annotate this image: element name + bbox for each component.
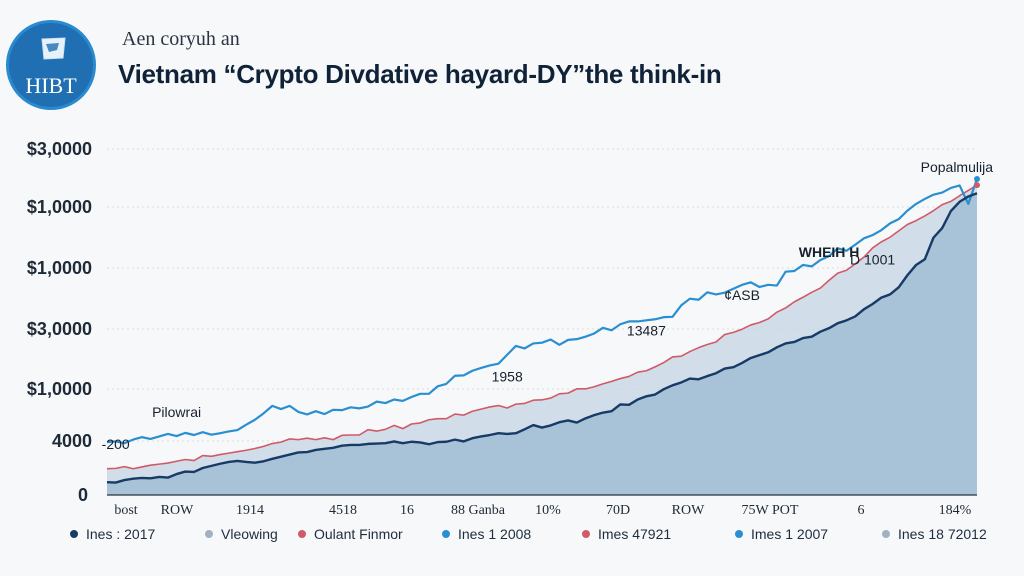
data-annotation: -200 (102, 436, 130, 452)
legend-label: Ines 18 72012 (898, 526, 987, 542)
legend-label: Imes 1 2007 (751, 526, 829, 542)
legend-swatch (205, 530, 213, 538)
legend-label: Imes 47921 (598, 526, 672, 542)
x-tick-label: ROW (672, 503, 705, 518)
legend-label: Ines 1 2008 (458, 526, 532, 542)
x-tick-label: 75W POT (742, 503, 799, 518)
legend-label: Ines : 2017 (86, 526, 156, 542)
area-fill-lower (107, 193, 977, 495)
legend-label: Vleowing (221, 526, 278, 542)
x-tick-label: bost (114, 503, 137, 518)
data-annotation: D 1001 (850, 251, 895, 267)
data-annotation: Popalmulija (921, 159, 994, 175)
legend-swatch (735, 530, 743, 538)
data-annotation: WHEIH H (799, 244, 860, 260)
data-annotation: ¢ASB (724, 287, 760, 303)
x-tick-label: 88 Ganba (451, 503, 506, 518)
x-tick-label: 184% (939, 503, 972, 518)
legend-swatch (582, 530, 590, 538)
y-tick-label: $1,0000 (27, 258, 92, 278)
legend-item: Oulant Finmor (298, 526, 403, 542)
x-tick-label: 4518 (329, 503, 357, 518)
x-tick-label: 1914 (236, 503, 264, 518)
legend-item: Ines 1 2008 (442, 526, 531, 542)
brand-logo: HIBT (6, 20, 96, 110)
flag-icon (41, 37, 66, 60)
series-end-marker (974, 176, 980, 183)
legend-item: Imes 1 2007 (735, 526, 828, 542)
x-tick-label: 6 (858, 503, 865, 518)
data-annotation: Pilowrai (152, 404, 201, 420)
series-line-red (106, 184, 978, 470)
legend-item: Ines : 2017 (70, 526, 155, 542)
legend-item: Imes 47921 (582, 526, 671, 542)
legend-label: Oulant Finmor (314, 526, 403, 542)
y-tick-label: 0 (78, 485, 88, 505)
legend-swatch (70, 530, 78, 538)
legend-swatch (442, 530, 450, 538)
legend-item: Vleowing (205, 526, 278, 542)
y-tick-label: $3,0000 (27, 139, 92, 159)
legend-swatch (298, 530, 306, 538)
x-tick-label: 70D (606, 503, 630, 518)
x-tick-label: ROW (161, 503, 194, 518)
legend: Ines : 2017 Vleowing Oulant Finmor Ines 1 2… (70, 526, 1020, 548)
y-tick-label: $3,0000 (27, 319, 92, 339)
series-line-navy (106, 192, 978, 484)
x-tick-label: 10% (535, 503, 561, 518)
y-tick-label: $1,0000 (27, 379, 92, 399)
legend-swatch (882, 530, 890, 538)
y-tick-label: 4000 (52, 431, 92, 451)
legend-item: Ines 18 72012 (882, 526, 987, 542)
data-annotation: 13487 (627, 322, 666, 338)
data-annotation: 1958 (492, 368, 523, 384)
series-end-marker (974, 182, 980, 189)
chart-title: Vietnam “Crypto Divdative hayard-DY”the … (118, 59, 722, 89)
x-tick-label: 16 (400, 503, 414, 518)
logo-text: HIBT (25, 73, 77, 98)
series-line-blue (106, 178, 979, 445)
chart-subtitle: Aen corуuh an (122, 28, 240, 50)
y-tick-label: $1,0000 (27, 197, 92, 217)
